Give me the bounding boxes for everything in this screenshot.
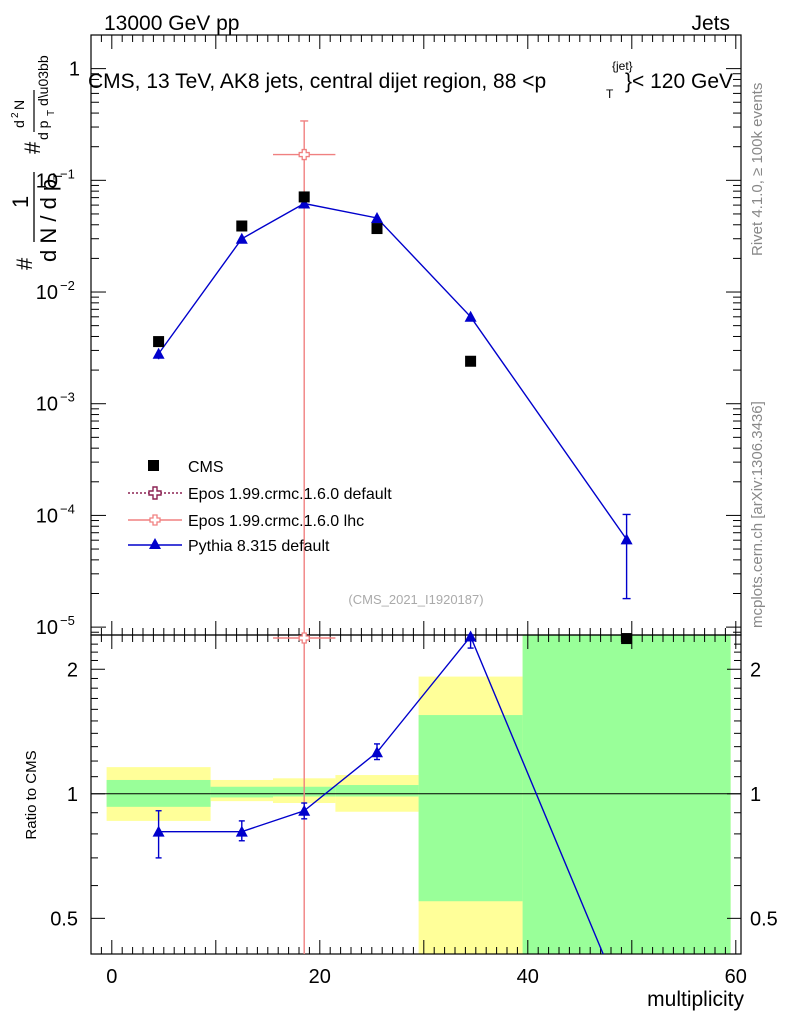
legend-epos-default-cross — [148, 486, 162, 500]
svg-text:#: # — [20, 141, 45, 154]
pythia-main-point — [298, 197, 311, 209]
y-tick-label: 10 — [36, 505, 58, 527]
pythia-main-line — [158, 202, 628, 540]
pythia-main-point — [235, 232, 248, 244]
svg-text:d\u03bb: d\u03bb — [35, 55, 51, 106]
legend-pythia-label: Pythia 8.315 default — [188, 538, 330, 555]
legend-epos-lhc-cross — [149, 514, 161, 526]
epos-lhc-ratio-point — [298, 632, 310, 644]
band-stat-1 — [210, 786, 273, 798]
legend-epos-default-label: Epos 1.99.crmc.1.6.0 default — [188, 486, 392, 503]
y-tick-exponent: −3 — [60, 390, 75, 405]
plot-title-suffix: }< 120 GeV — [625, 70, 733, 93]
svg-text:#: # — [12, 257, 37, 270]
cms-data-point — [153, 336, 165, 348]
ratio-y-tick-label: 2 — [67, 659, 78, 681]
rivet-side-label: Rivet 4.1.0, ≥ 100k events — [749, 83, 766, 256]
epos-lhc-point — [298, 148, 310, 161]
x-tick-label: 40 — [517, 966, 539, 988]
y-tick-exponent: −2 — [60, 278, 75, 293]
x-tick-label: 0 — [106, 966, 117, 988]
ratio-y-tick-label-right: 2 — [750, 659, 761, 681]
pythia-ratio-point — [152, 825, 165, 837]
x-axis-label: multiplicity — [647, 988, 744, 1011]
y-tick-label: 10 — [36, 617, 58, 639]
pythia-ratio-point — [298, 804, 311, 816]
svg-text:N: N — [11, 100, 27, 110]
legend-epos-lhc-label: Epos 1.99.crmc.1.6.0 lhc — [188, 513, 364, 530]
band-stat-5 — [522, 635, 731, 954]
pythia-main-point — [464, 310, 477, 322]
cms-data-point — [236, 220, 248, 232]
legend-cms-marker — [148, 460, 159, 471]
svg-text:d N / d p: d N / d p — [36, 179, 61, 262]
svg-text:d p: d p — [35, 120, 51, 140]
cms-data-point — [298, 191, 310, 203]
plot-title-prefix: CMS, 13 TeV, AK8 jets, central dijet reg… — [88, 70, 546, 93]
main-y-axis-label: # 1 d N / d p T # d 2 N d p T d\u03bb — [8, 55, 65, 270]
svg-text:T: T — [51, 172, 65, 180]
plot-title-sup: {jet} — [612, 59, 633, 73]
ratio-plot-frame — [90, 634, 742, 955]
ratio-uncertainty-bands — [106, 635, 731, 954]
y-tick-label: 10 — [36, 394, 58, 416]
cms-data-point — [621, 633, 633, 645]
y-tick-exponent: −1 — [60, 166, 75, 181]
pythia-ratio-point — [464, 630, 477, 642]
plot-title: CMS, 13 TeV, AK8 jets, central dijet reg… — [88, 59, 733, 101]
header-right-label: Jets — [691, 12, 730, 35]
y-tick-exponent: −4 — [60, 501, 75, 516]
pythia-ratio-point — [235, 825, 248, 837]
header-left-label: 13000 GeV pp — [104, 12, 239, 35]
pythia-main-point — [620, 533, 633, 545]
y-tick-exponent: −5 — [60, 613, 75, 628]
y-tick-label: 10 — [36, 170, 58, 192]
data-series — [152, 120, 633, 955]
y-tick-label: 1 — [69, 59, 80, 81]
mcplots-side-label: mcplots.cern.ch [arXiv:1306.3436] — [749, 401, 766, 628]
x-tick-label: 20 — [309, 966, 331, 988]
cms-data-point — [371, 223, 383, 235]
band-stat-3 — [335, 785, 419, 797]
svg-text:1: 1 — [8, 196, 33, 208]
cms-data-point — [465, 355, 477, 367]
pythia-main-point — [152, 347, 165, 359]
band-stat-4 — [418, 715, 523, 902]
pythia-ratio-point — [371, 746, 383, 758]
legend-pythia-marker — [149, 538, 161, 549]
legend: CMS Epos 1.99.crmc.1.6.0 default Epos 1.… — [128, 459, 392, 555]
ratio-y-tick-label-right: 0.5 — [750, 908, 778, 930]
ratio-y-tick-label: 1 — [67, 784, 78, 806]
legend-cms-label: CMS — [188, 459, 224, 476]
pythia-ratio-line — [158, 635, 604, 955]
ratio-y-axis-label: Ratio to CMS — [23, 750, 40, 839]
analysis-watermark: (CMS_2021_I1920187) — [348, 592, 483, 607]
pythia-main-point — [371, 211, 383, 223]
y-tick-label: 10 — [36, 282, 58, 304]
svg-text:2: 2 — [10, 112, 21, 118]
x-tick-label: 60 — [725, 966, 747, 988]
svg-text:T: T — [46, 110, 57, 116]
plot-title-sub: T — [606, 87, 614, 101]
ratio-y-tick-label-right: 1 — [750, 784, 761, 806]
svg-text:d: d — [11, 120, 27, 128]
ratio-y-tick-label: 0.5 — [50, 908, 78, 930]
